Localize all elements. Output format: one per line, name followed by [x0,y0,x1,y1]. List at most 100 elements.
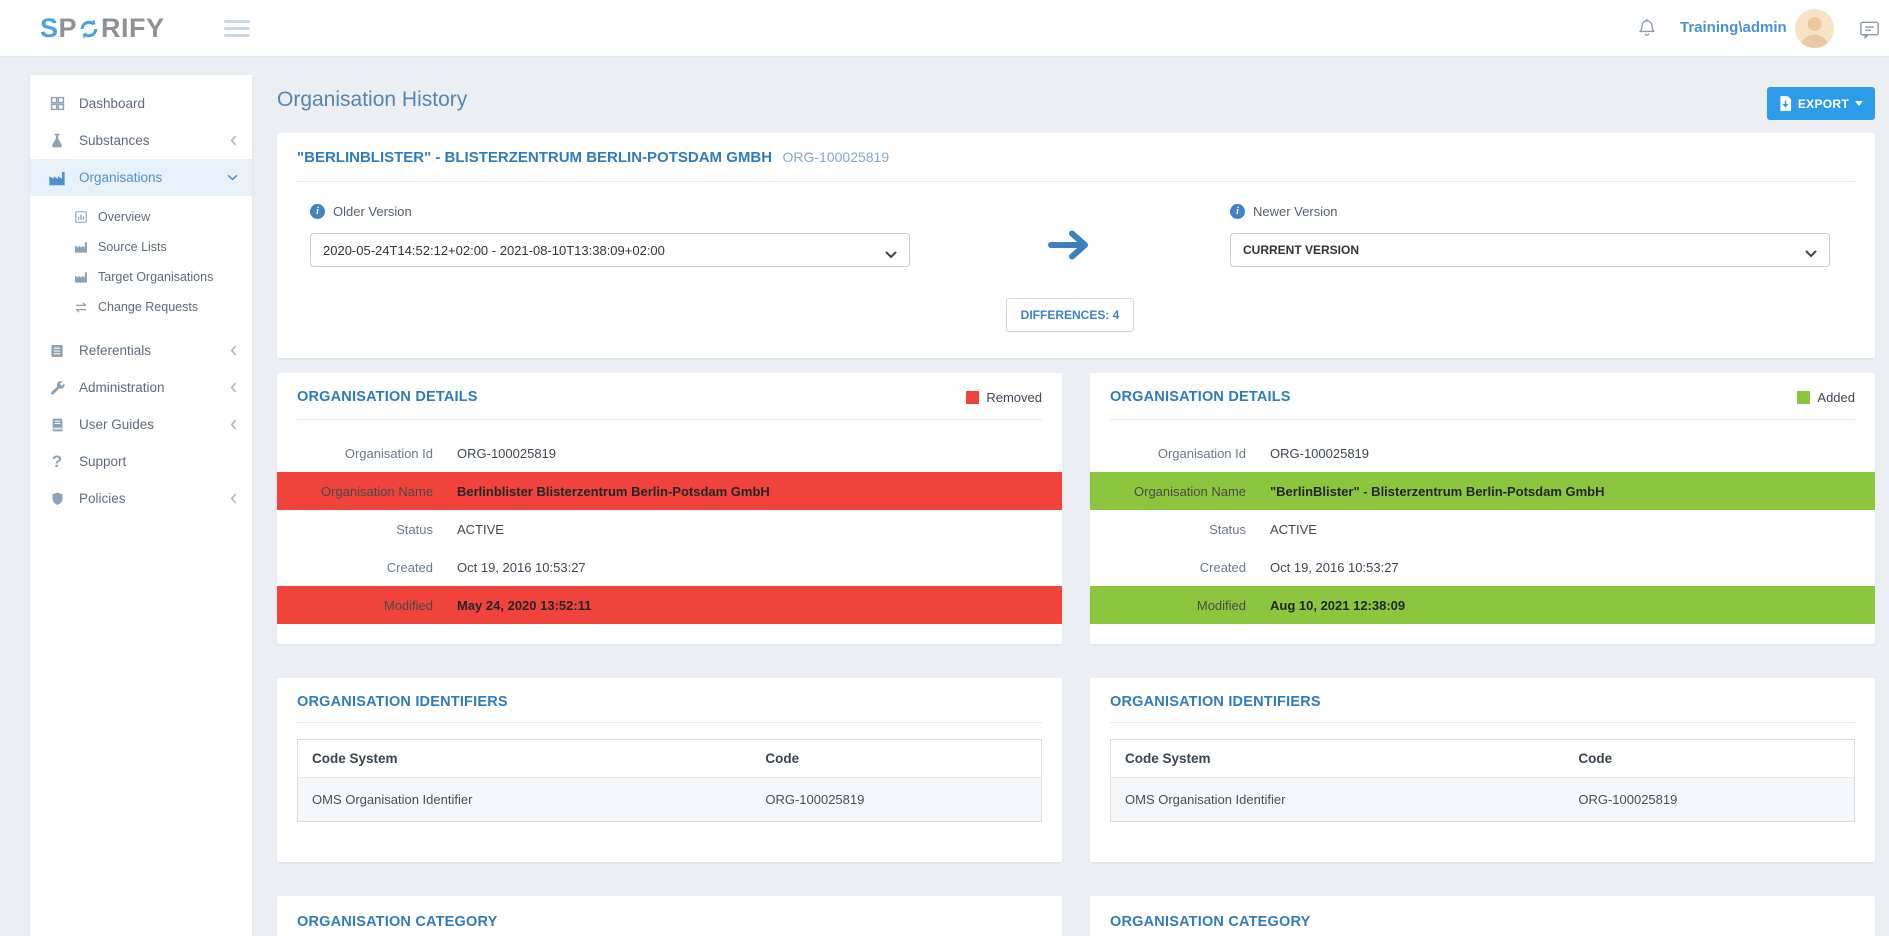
detail-row: Status ACTIVE [1209,521,1317,537]
column-header: Code System [1110,739,1565,778]
sidebar-item-policies[interactable]: Policies [30,480,252,517]
older-version-label: i Older Version [310,204,910,219]
bell-icon[interactable] [1636,17,1658,44]
detail-row-added: Modified Aug 10, 2021 12:38:09 [1090,586,1875,624]
chevron-down-icon [1805,247,1817,261]
newer-version-select[interactable]: CURRENT VERSION [1230,233,1830,267]
detail-row: Organisation Id ORG-100025819 [344,445,557,461]
chevron-left-icon [229,345,238,356]
factory-icon [48,169,66,187]
organisation-category-panel-newer: ORGANISATION CATEGORY [1090,896,1875,936]
sidebar: Dashboard Substances Organisations Overv… [30,75,252,936]
chevron-left-icon [229,493,238,504]
file-download-icon [1780,96,1791,111]
arrow-right-icon [1048,230,1088,260]
sidebar-item-label: User Guides [79,417,155,432]
column-header: Code [1564,739,1855,778]
removed-legend: Removed [966,390,1042,405]
avatar[interactable] [1795,9,1834,48]
sidebar-item-source-lists[interactable]: Source Lists [30,232,252,262]
sidebar-item-substances[interactable]: Substances [30,122,252,159]
detail-row: Organisation Id ORG-100025819 [1157,445,1370,461]
user-menu[interactable]: Training\admin [1680,19,1787,36]
sidebar-item-user-guides[interactable]: User Guides [30,406,252,443]
sidebar-item-administration[interactable]: Administration [30,369,252,406]
version-compare-card: "BERLINBLISTER" - BLISTERZENTRUM BERLIN-… [277,133,1875,358]
sidebar-item-label: Dashboard [79,96,146,111]
organisation-category-panel-older: ORGANISATION CATEGORY [277,896,1062,936]
logo-letter-p: P [58,13,78,43]
organisations-submenu: Overview Source Lists Target Organisatio… [30,196,252,332]
sidebar-item-label: Organisations [79,170,163,185]
app-logo: S P RIFY [40,0,165,57]
sidebar-item-overview[interactable]: Overview [30,202,252,232]
organisation-identifiers-panel-older: ORGANISATION IDENTIFIERS Code System Cod… [277,678,1062,862]
sidebar-item-label: Source Lists [98,240,167,254]
bar-chart-icon [74,210,88,224]
panel-title: ORGANISATION CATEGORY [297,914,498,930]
logo-letter-s: S [40,13,59,43]
page-title: Organisation History [277,88,468,111]
sidebar-item-label: Administration [79,380,165,395]
factory-icon [74,240,88,254]
sidebar-item-change-requests[interactable]: Change Requests [30,292,252,322]
chevron-left-icon [229,135,238,146]
panel-title: ORGANISATION DETAILS [297,389,478,405]
dashboard-grid-icon [48,95,66,113]
detail-row: Created Oct 19, 2016 10:53:27 [386,559,586,575]
detail-row: Created Oct 19, 2016 10:53:27 [1199,559,1399,575]
sidebar-item-label: Policies [79,491,126,506]
panel-title: ORGANISATION DETAILS [1110,389,1291,405]
added-color-swatch [1797,390,1811,404]
sidebar-item-label: Target Organisations [98,270,214,284]
swap-arrows-icon [74,300,88,314]
caret-down-icon [1855,101,1863,106]
panel-title: ORGANISATION IDENTIFIERS [297,694,508,710]
question-icon: ? [51,451,63,471]
sidebar-item-dashboard[interactable]: Dashboard [30,85,252,122]
detail-row-removed: Modified May 24, 2020 13:52:11 [277,586,1062,624]
chat-icon[interactable] [1858,18,1881,46]
detail-row-removed: Organisation Name Berlinblister Blisterz… [277,472,1062,510]
sidebar-item-label: Overview [98,210,151,224]
identifiers-table: Code System Code OMS Organisation Identi… [1110,739,1855,822]
sidebar-item-target-organisations[interactable]: Target Organisations [30,262,252,292]
refresh-icon [80,18,98,39]
identifiers-table: Code System Code OMS Organisation Identi… [297,739,1042,822]
book-icon [48,416,66,434]
sidebar-item-label: Substances [79,133,150,148]
organisation-identifiers-panel-newer: ORGANISATION IDENTIFIERS Code System Cod… [1090,678,1875,862]
export-button[interactable]: EXPORT [1766,87,1875,120]
main-content: Organisation History EXPORT "BERLINBLIST… [277,75,1875,936]
table-row: OMS Organisation Identifier ORG-10002581… [1110,777,1855,822]
column-header: Code [751,739,1042,778]
factory-icon [74,270,88,284]
chevron-down-icon [227,173,238,182]
table-row: OMS Organisation Identifier ORG-10002581… [297,777,1042,822]
older-version-select[interactable]: 2020-05-24T14:52:12+02:00 - 2021-08-10T1… [310,233,910,267]
sidebar-item-label: Referentials [79,343,152,358]
organisation-id: ORG-100025819 [782,149,890,165]
sidebar-toggle-hamburger-icon[interactable] [224,20,250,41]
sidebar-item-referentials[interactable]: Referentials [30,332,252,369]
flask-icon [48,132,66,150]
shield-icon [48,490,66,508]
chevron-left-icon [229,419,238,430]
top-navbar: S P RIFY Training\admin [0,0,1889,57]
sidebar-item-organisations[interactable]: Organisations [30,159,252,196]
column-header: Code System [297,739,752,778]
sidebar-item-support[interactable]: ? Support [30,443,252,480]
detail-row: Status ACTIVE [396,521,504,537]
organisation-title: "BERLINBLISTER" - BLISTERZENTRUM BERLIN-… [297,149,773,166]
differences-button[interactable]: DIFFERENCES: 4 [1005,298,1135,332]
panel-title: ORGANISATION IDENTIFIERS [1110,694,1321,710]
sidebar-item-label: Change Requests [98,300,199,314]
organisation-details-panel-older: ORGANISATION DETAILS Removed Organisatio… [277,373,1062,644]
removed-color-swatch [966,390,980,404]
added-legend: Added [1797,390,1855,405]
panel-title: ORGANISATION CATEGORY [1110,914,1311,930]
info-icon: i [310,204,325,219]
chevron-left-icon [229,382,238,393]
organisation-details-panel-newer: ORGANISATION DETAILS Added Organisation … [1090,373,1875,644]
chevron-down-icon [885,247,897,262]
